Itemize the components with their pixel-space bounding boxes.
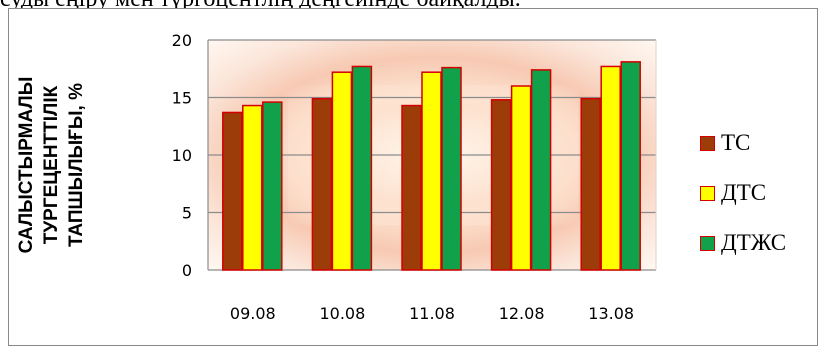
x-tick-label: 13.08	[588, 304, 634, 323]
y-tick-label: 10	[172, 146, 192, 165]
legend-swatch-tc	[700, 135, 715, 151]
legend-swatch-dtzhc	[700, 235, 715, 251]
bar	[510, 85, 532, 271]
bar	[351, 65, 373, 271]
bar	[580, 97, 601, 271]
legend-item-dtc: ДТС	[700, 168, 786, 218]
y-tick-label: 5	[182, 204, 192, 223]
x-tick-label: 09.08	[230, 304, 276, 323]
y-tick-label: 0	[182, 261, 192, 280]
x-tick-label: 11.08	[409, 304, 455, 323]
y-tick-label: 20	[172, 31, 192, 50]
legend-item-tc: ТС	[700, 118, 786, 168]
legend-label-dtzhc: ДТЖС	[721, 230, 787, 255]
bar	[262, 101, 283, 271]
bar	[441, 66, 462, 271]
bar	[331, 71, 353, 271]
bar	[600, 65, 621, 271]
bar	[620, 61, 641, 271]
x-tick-label: 12.08	[499, 304, 545, 323]
legend: ТС ДТС ДТЖС	[700, 118, 786, 268]
bar	[530, 69, 552, 271]
bar	[490, 99, 512, 271]
x-tick-label: 10.08	[319, 304, 365, 323]
legend-item-dtzhc: ДТЖС	[700, 218, 786, 268]
bar	[421, 71, 442, 271]
bar	[242, 104, 263, 271]
legend-label-tc: ТС	[721, 130, 751, 155]
legend-label-dtc: ДТС	[721, 180, 767, 205]
bar	[222, 111, 243, 271]
bar	[311, 97, 333, 271]
bar	[401, 104, 422, 271]
legend-swatch-dtc	[700, 185, 715, 201]
y-tick-label: 15	[172, 89, 192, 108]
